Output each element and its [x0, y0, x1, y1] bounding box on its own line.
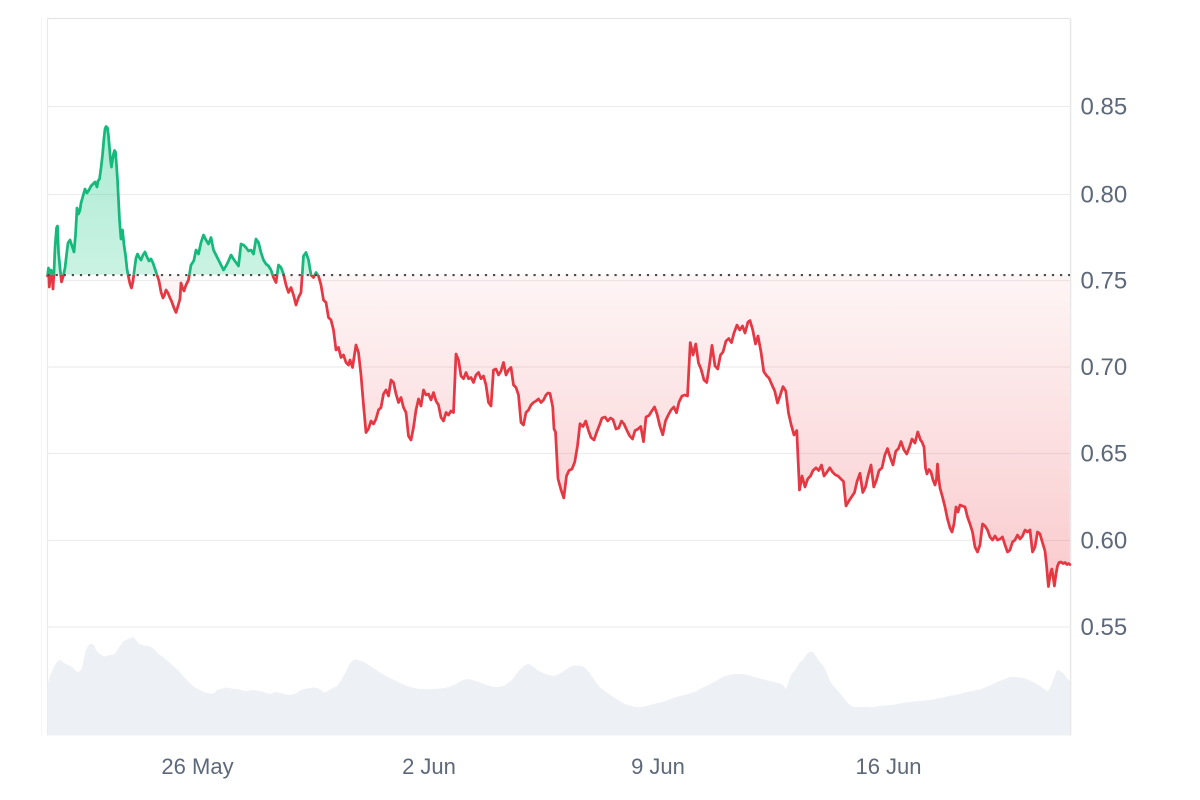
svg-text:2 Jun: 2 Jun — [402, 754, 456, 779]
svg-text:0.65: 0.65 — [1081, 441, 1128, 468]
svg-text:16 Jun: 16 Jun — [855, 754, 921, 779]
svg-text:0.85: 0.85 — [1081, 94, 1128, 121]
svg-text:26 May: 26 May — [161, 754, 233, 779]
svg-text:0.75: 0.75 — [1081, 268, 1128, 295]
svg-text:0.80: 0.80 — [1081, 182, 1128, 209]
svg-text:0.55: 0.55 — [1081, 614, 1128, 641]
svg-text:0.70: 0.70 — [1081, 354, 1128, 381]
svg-text:9 Jun: 9 Jun — [631, 754, 685, 779]
svg-text:0.60: 0.60 — [1081, 528, 1128, 555]
